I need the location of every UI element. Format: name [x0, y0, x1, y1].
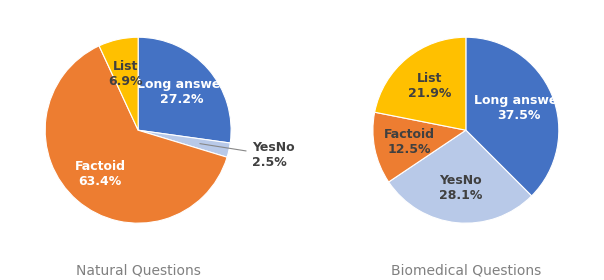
Text: YesNo
28.1%: YesNo 28.1% — [439, 174, 482, 202]
Text: Long answer
37.5%: Long answer 37.5% — [474, 94, 564, 122]
Text: Factoid
12.5%: Factoid 12.5% — [384, 127, 435, 155]
Wedge shape — [45, 46, 227, 223]
Wedge shape — [374, 37, 466, 130]
Wedge shape — [138, 37, 231, 143]
Title: Natural Questions: Natural Questions — [76, 263, 201, 277]
Text: Long answer
27.2%: Long answer 27.2% — [137, 78, 226, 106]
Wedge shape — [466, 37, 559, 196]
Text: YesNo
2.5%: YesNo 2.5% — [200, 141, 294, 169]
Wedge shape — [373, 112, 466, 182]
Wedge shape — [388, 130, 532, 223]
Wedge shape — [138, 130, 230, 157]
Text: List
6.9%: List 6.9% — [109, 60, 143, 88]
Wedge shape — [99, 37, 138, 130]
Text: Factoid
63.4%: Factoid 63.4% — [75, 160, 126, 188]
Text: List
21.9%: List 21.9% — [408, 72, 451, 100]
Title: Biomedical Questions: Biomedical Questions — [391, 263, 541, 277]
